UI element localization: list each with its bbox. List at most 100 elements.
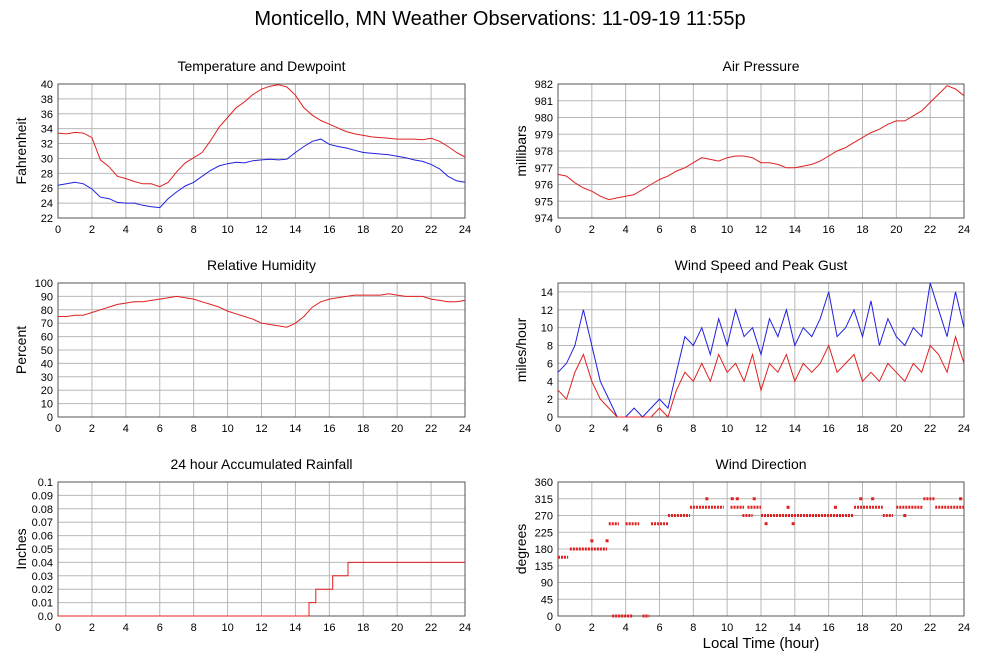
y-tick-label: 32	[41, 139, 53, 151]
x-tick-label: 8	[191, 224, 197, 236]
y-tick-label: 0.01	[32, 598, 53, 610]
series-line-red	[557, 85, 965, 201]
x-tick-label: 16	[323, 423, 335, 435]
y-tick-label: 8	[547, 341, 553, 353]
y-axis-label: Fahrenheit	[13, 117, 29, 184]
x-tick-label: 10	[721, 423, 733, 435]
y-tick-label: 80	[41, 305, 53, 317]
series-line-blue	[57, 138, 466, 209]
plot-frame	[557, 481, 965, 617]
x-tick-label: 20	[890, 622, 902, 634]
y-axis-label: Inches	[13, 528, 29, 569]
chart-title: Wind Direction	[715, 456, 806, 472]
x-tick-label: 16	[823, 224, 835, 236]
x-tick-label: 22	[425, 224, 437, 236]
direction-point	[903, 514, 907, 517]
x-tick-label: 8	[690, 622, 696, 634]
x-tick-label: 20	[890, 224, 902, 236]
x-tick-label: 22	[425, 423, 437, 435]
chart-title: Relative Humidity	[207, 257, 316, 273]
y-axis-label: miles/hour	[513, 317, 529, 382]
y-tick-label: 26	[41, 183, 53, 195]
series-line-red	[58, 561, 465, 617]
y-tick-label: 40	[41, 358, 53, 370]
x-tick-label: 22	[924, 224, 936, 236]
x-tick-label: 14	[789, 224, 801, 236]
y-tick-label: 70	[41, 318, 53, 330]
y-tick-label: 0.07	[32, 517, 53, 529]
x-tick-label: 6	[656, 622, 662, 634]
x-tick-label: 22	[924, 423, 936, 435]
y-tick-label: 0.1	[38, 477, 53, 489]
plot-frame	[57, 83, 466, 219]
direction-point	[959, 497, 963, 501]
series-line-red	[557, 334, 965, 418]
x-tick-label: 14	[289, 224, 301, 236]
y-tick-label: 135	[535, 561, 553, 573]
y-tick-label: 24	[41, 198, 53, 210]
y-tick-label: 974	[535, 213, 553, 225]
x-tick-label: 14	[289, 622, 301, 634]
direction-point	[833, 505, 837, 509]
direction-point	[871, 497, 875, 501]
direction-point	[764, 522, 768, 526]
y-tick-label: 30	[41, 153, 53, 165]
y-tick-label: 22	[41, 213, 53, 225]
x-tick-label: 18	[357, 224, 369, 236]
y-tick-label: 6	[547, 358, 553, 370]
y-tick-label: 60	[41, 332, 53, 344]
y-tick-label: 0.09	[32, 490, 53, 502]
x-tick-label: 4	[623, 423, 629, 435]
x-tick-label: 2	[589, 224, 595, 236]
x-tick-label: 0	[555, 622, 561, 634]
x-tick-label: 8	[191, 423, 197, 435]
y-tick-label: 0.04	[32, 557, 53, 569]
y-tick-label: 0.02	[32, 584, 53, 596]
x-tick-label: 2	[89, 423, 95, 435]
x-tick-label: 18	[856, 622, 868, 634]
y-tick-label: 28	[41, 168, 53, 180]
plot-frame	[557, 83, 965, 219]
y-tick-label: 225	[535, 527, 553, 539]
x-tick-label: 4	[123, 224, 129, 236]
y-tick-label: 2	[547, 394, 553, 406]
plot-frame	[57, 282, 466, 418]
x-tick-label: 24	[958, 423, 970, 435]
y-tick-label: 40	[41, 79, 53, 91]
series-line-red	[57, 84, 466, 188]
x-tick-label: 6	[656, 423, 662, 435]
direction-point	[859, 497, 863, 501]
y-tick-label: 14	[541, 287, 553, 299]
y-tick-label: 34	[41, 124, 53, 136]
direction-point	[786, 505, 790, 509]
direction-point	[791, 522, 795, 526]
chart-title: Temperature and Dewpoint	[177, 58, 345, 74]
x-tick-label: 10	[721, 622, 733, 634]
x-tick-label: 20	[890, 423, 902, 435]
x-tick-label: 12	[255, 423, 267, 435]
y-tick-label: 0.08	[32, 504, 53, 516]
direction-point	[730, 497, 734, 501]
x-tick-label: 10	[721, 224, 733, 236]
x-tick-label: 14	[789, 423, 801, 435]
x-tick-label: 4	[623, 224, 629, 236]
direction-point	[605, 539, 609, 543]
chart-title: Wind Speed and Peak Gust	[675, 257, 848, 273]
direction-point	[735, 497, 739, 501]
x-tick-label: 8	[690, 423, 696, 435]
y-tick-label: 0	[47, 412, 53, 424]
y-tick-label: 980	[535, 113, 553, 125]
y-tick-label: 975	[535, 196, 553, 208]
x-tick-label: 4	[623, 622, 629, 634]
y-tick-label: 0.0	[38, 611, 53, 623]
y-tick-label: 360	[535, 477, 553, 489]
y-tick-label: 10	[41, 399, 53, 411]
direction-point	[590, 539, 594, 543]
